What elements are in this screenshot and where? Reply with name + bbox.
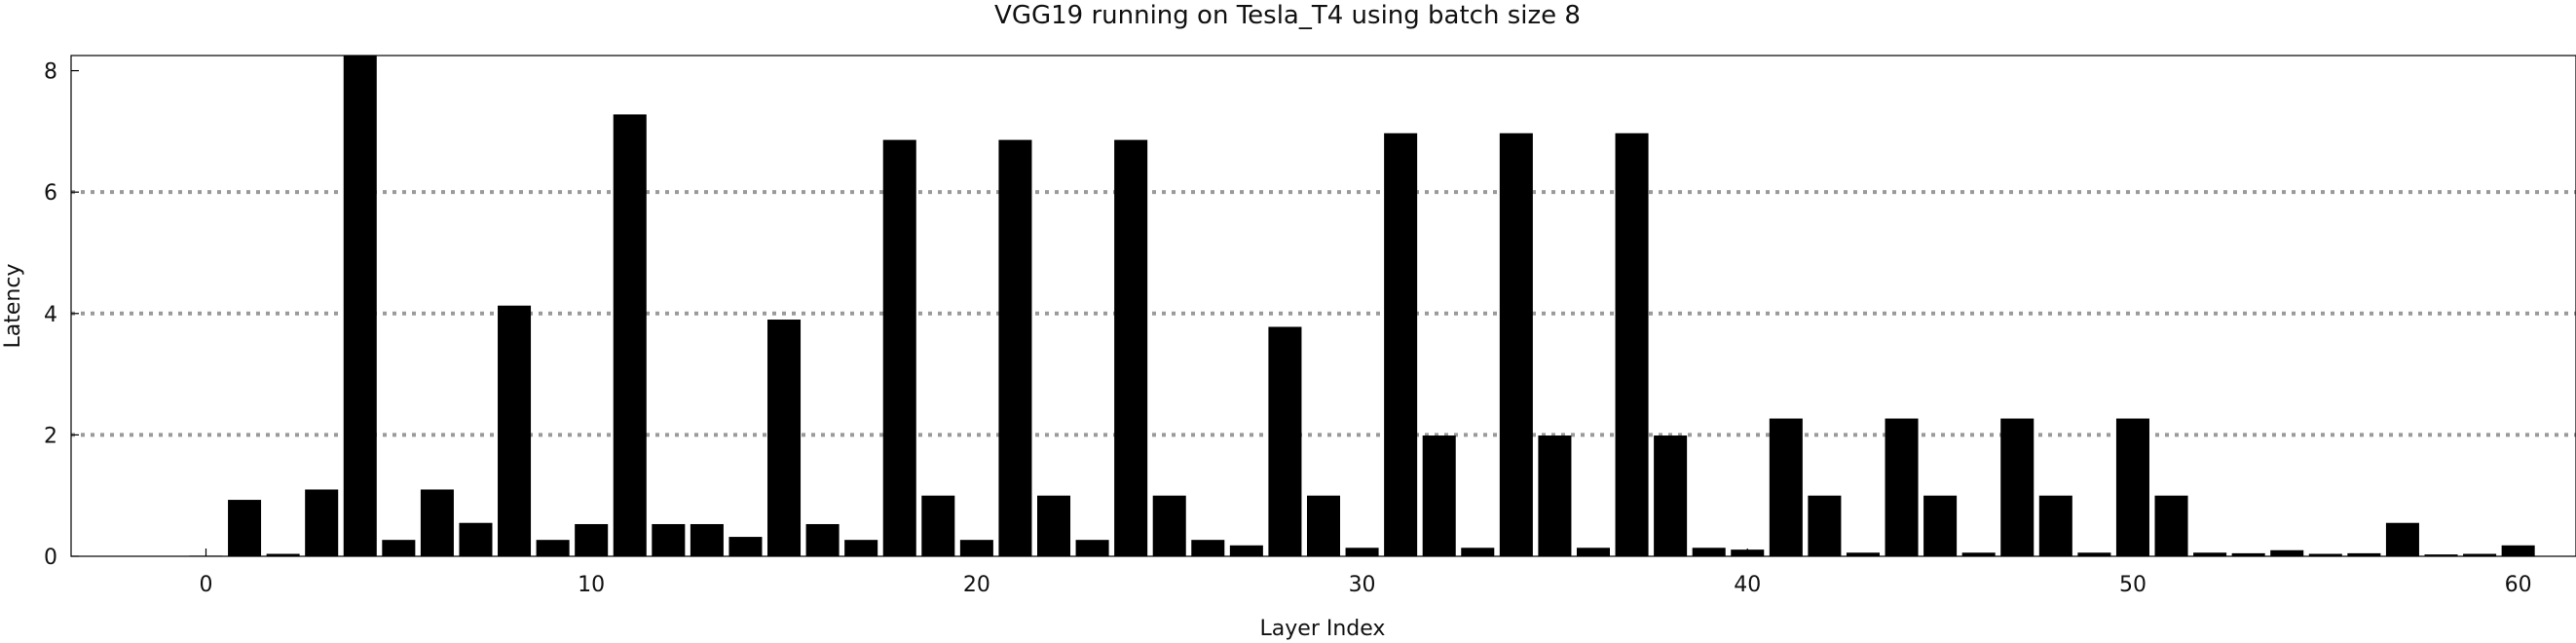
- x-tick-label-0: 0: [199, 573, 212, 597]
- x-tick-label-50: 50: [2119, 573, 2147, 597]
- bar-layer-6: [420, 489, 454, 556]
- x-axis-label: Layer Index: [1260, 617, 1386, 641]
- bar-layer-56: [2347, 552, 2381, 556]
- bar-layer-24: [1114, 139, 1148, 557]
- bar-layer-28: [1268, 326, 1302, 556]
- bar-layer-17: [844, 540, 878, 556]
- y-tick-label-6: 6: [44, 181, 57, 206]
- bar-layer-26: [1191, 540, 1225, 556]
- bar-layer-2: [266, 553, 300, 556]
- bar-layer-15: [767, 320, 802, 556]
- x-tick-label-60: 60: [2505, 573, 2532, 597]
- bar-layer-37: [1615, 132, 1649, 557]
- bar-layer-11: [613, 114, 647, 557]
- x-axis-ticks: 0 10 20 30 40 50 60: [199, 548, 2532, 597]
- bar-layer-19: [921, 495, 955, 556]
- bar-layer-49: [2077, 552, 2111, 556]
- bar-layer-41: [1769, 418, 1803, 556]
- bar-layer-57: [2385, 522, 2419, 556]
- bar-layer-32: [1422, 435, 1456, 556]
- bar-layer-59: [2463, 553, 2497, 556]
- bar-layer-25: [1152, 495, 1186, 556]
- bar-layer-55: [2308, 553, 2342, 556]
- bar-layer-53: [2231, 552, 2265, 556]
- bar-layer-1: [228, 500, 262, 556]
- bar-layer-46: [1961, 552, 1996, 556]
- bar-layer-7: [459, 522, 493, 556]
- bar-layer-47: [2000, 418, 2035, 556]
- bar-layer-18: [882, 139, 916, 557]
- bar-layer-27: [1229, 545, 1263, 556]
- y-tick-label-0: 0: [44, 546, 57, 570]
- x-tick-label-40: 40: [1734, 573, 1761, 597]
- bar-layer-39: [1692, 548, 1726, 556]
- bar-layer-22: [1037, 495, 1071, 556]
- bar-layer-33: [1461, 548, 1495, 556]
- bar-layer-34: [1499, 132, 1533, 557]
- bar-layer-4: [343, 56, 377, 556]
- bar-layer-38: [1654, 435, 1688, 556]
- bar-layer-50: [2115, 418, 2149, 556]
- bar-layer-13: [690, 523, 724, 556]
- bar-layer-36: [1576, 548, 1610, 556]
- bar-layer-58: [2424, 554, 2458, 556]
- y-tick-label-4: 4: [44, 303, 57, 327]
- y-axis-label: Latency: [1, 264, 25, 349]
- bar-layer-35: [1538, 435, 1572, 556]
- bar-layer-14: [728, 537, 763, 556]
- y-axis-ticks: 0 2 4 6 8: [44, 60, 79, 570]
- x-tick-label-20: 20: [963, 573, 990, 597]
- bars: [189, 56, 2535, 557]
- bar-layer-43: [1846, 552, 1880, 556]
- bar-layer-42: [1808, 495, 1842, 556]
- bar-layer-23: [1075, 540, 1109, 556]
- bar-layer-48: [2038, 495, 2072, 556]
- x-tick-label-10: 10: [578, 573, 605, 597]
- bar-layer-51: [2154, 495, 2188, 556]
- bar-layer-44: [1885, 418, 1919, 556]
- bar-layer-8: [498, 305, 532, 556]
- chart-title: VGG19 running on Tesla_T4 using batch si…: [994, 1, 1581, 30]
- plot-frame: [70, 55, 2576, 557]
- bar-layer-12: [652, 523, 686, 556]
- bar-layer-45: [1923, 495, 1958, 556]
- bar-layer-31: [1384, 132, 1418, 557]
- y-tick-label-8: 8: [44, 60, 57, 85]
- y-tick-label-2: 2: [44, 424, 57, 448]
- bar-layer-3: [305, 489, 339, 556]
- grid-lines: [71, 190, 2576, 437]
- bar-layer-21: [998, 139, 1032, 557]
- bar-layer-29: [1306, 495, 1341, 556]
- x-tick-label-30: 30: [1349, 573, 1376, 597]
- bar-layer-20: [959, 540, 993, 556]
- bar-layer-5: [382, 540, 416, 556]
- bar-layer-16: [805, 523, 840, 556]
- bar-layer-54: [2270, 549, 2304, 556]
- bar-layer-9: [536, 540, 570, 556]
- bar-layer-52: [2193, 552, 2227, 556]
